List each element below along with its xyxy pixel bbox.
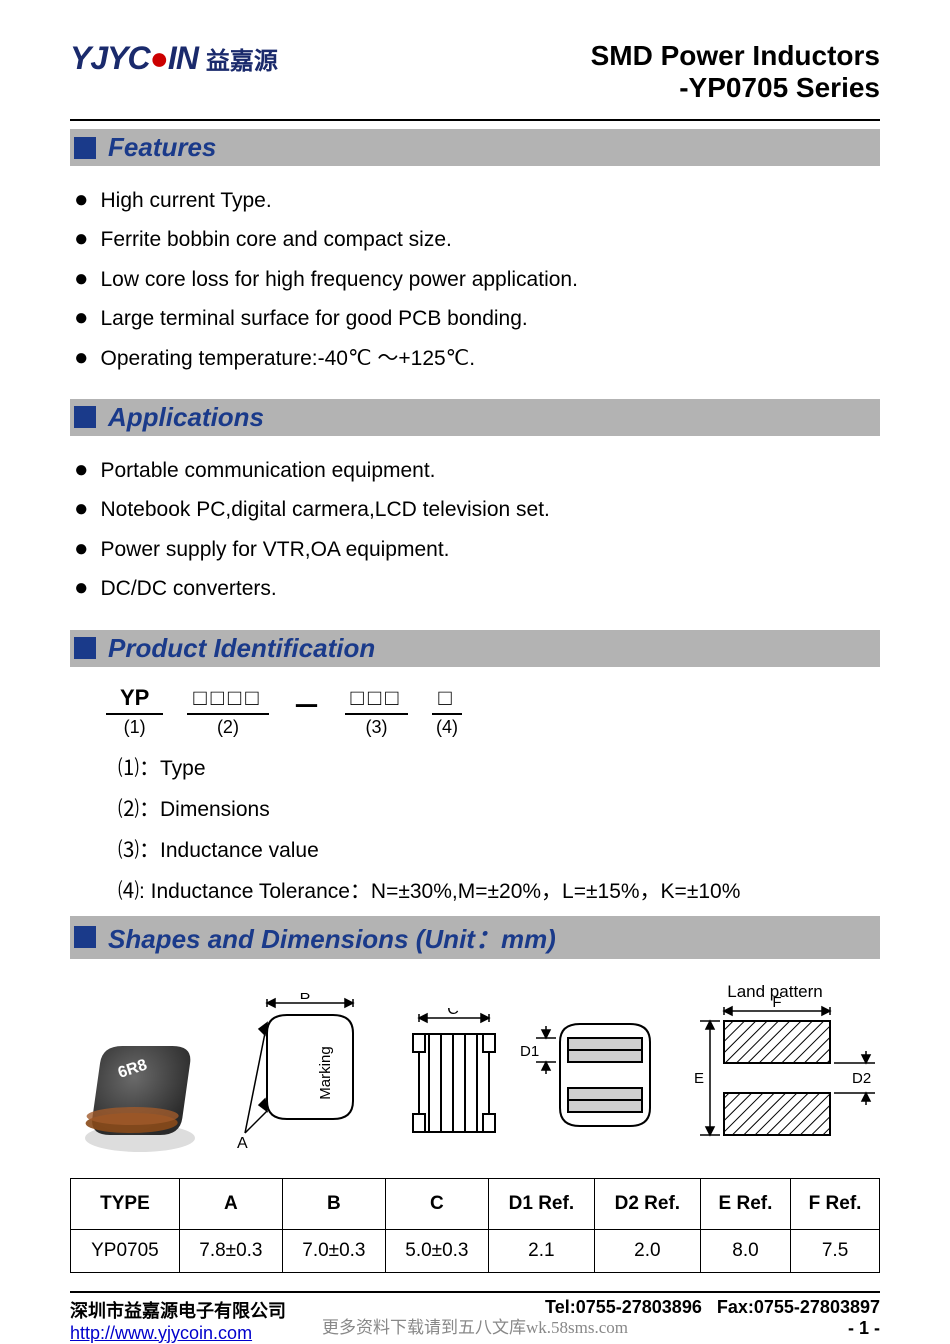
logo-text: YJYC●IN bbox=[70, 40, 198, 77]
bullet-icon: ● bbox=[74, 265, 89, 294]
pid-index: (3) bbox=[365, 717, 387, 738]
logo: YJYC●IN 益嘉源 bbox=[70, 40, 278, 77]
table-cell: 2.1 bbox=[488, 1229, 594, 1272]
pid-code: □□□□ bbox=[187, 685, 268, 715]
bullet-icon: ● bbox=[74, 304, 89, 333]
section-header-product-id: Product Identification bbox=[70, 630, 880, 667]
legend-item: ⑵：Dimensions bbox=[118, 793, 880, 823]
svg-text:D1: D1 bbox=[520, 1043, 539, 1060]
table-header: D1 Ref. bbox=[488, 1178, 594, 1229]
side-view-diagram: C bbox=[395, 1008, 510, 1158]
pid-index: (4) bbox=[436, 717, 458, 738]
product-id-legend: ⑴：Type ⑵：Dimensions ⑶：Inductance value ⑷… bbox=[118, 752, 880, 905]
section-title-features: Features bbox=[108, 132, 216, 163]
applications-list: ●Portable communication equipment. ●Note… bbox=[70, 436, 880, 622]
legend-item: ⑴：Type bbox=[118, 752, 880, 782]
table-header-row: TYPE A B C D1 Ref. D2 Ref. E Ref. F Ref. bbox=[71, 1178, 880, 1229]
legend-item: ⑶：Inductance value bbox=[118, 834, 880, 864]
bullet-icon: ● bbox=[74, 456, 89, 485]
svg-text:E: E bbox=[694, 1070, 704, 1087]
table-cell: 7.0±0.3 bbox=[282, 1229, 385, 1272]
list-item: ●Operating temperature:-40℃ ～+125℃. bbox=[74, 344, 880, 373]
table-header: D2 Ref. bbox=[594, 1178, 700, 1229]
features-list: ●High current Type. ●Ferrite bobbin core… bbox=[70, 166, 880, 391]
table-header: A bbox=[179, 1178, 282, 1229]
section-marker-icon bbox=[74, 926, 96, 948]
bullet-icon: ● bbox=[74, 535, 89, 564]
svg-text:C: C bbox=[447, 1008, 459, 1018]
logo-red-dot: ● bbox=[150, 40, 168, 76]
section-title-product-id: Product Identification bbox=[108, 633, 375, 664]
section-header-features: Features bbox=[70, 129, 880, 166]
section-title-shapes: Shapes and Dimensions (Unit：mm) bbox=[108, 919, 556, 956]
list-item: ●Low core loss for high frequency power … bbox=[74, 265, 880, 294]
section-header-shapes: Shapes and Dimensions (Unit：mm) bbox=[70, 916, 880, 959]
logo-cn: 益嘉源 bbox=[206, 41, 278, 76]
table-header: C bbox=[385, 1178, 488, 1229]
pid-group-1: YP (1) bbox=[106, 685, 163, 738]
pid-group-3: □□□ (3) bbox=[345, 685, 409, 738]
table-row: YP0705 7.8±0.3 7.0±0.3 5.0±0.3 2.1 2.0 8… bbox=[71, 1229, 880, 1272]
svg-text:B: B bbox=[300, 993, 311, 1003]
pid-code: □□□ bbox=[345, 685, 409, 715]
product-id-diagram: YP (1) □□□□ (2) － □□□ (3) □ (4) bbox=[106, 685, 880, 738]
list-item: ●Portable communication equipment. bbox=[74, 456, 880, 485]
table-cell: 5.0±0.3 bbox=[385, 1229, 488, 1272]
table-cell: YP0705 bbox=[71, 1229, 180, 1272]
section-marker-icon bbox=[74, 637, 96, 659]
list-item: ●DC/DC converters. bbox=[74, 574, 880, 603]
title-block: SMD Power Inductors -YP0705 Series bbox=[591, 40, 880, 104]
watermark: 更多资料下载请到五八文库wk.58sms.com bbox=[0, 1313, 950, 1338]
section-header-applications: Applications bbox=[70, 399, 880, 436]
section-marker-icon bbox=[74, 137, 96, 159]
table-header: B bbox=[282, 1178, 385, 1229]
section-marker-icon bbox=[74, 406, 96, 428]
list-item: ●High current Type. bbox=[74, 186, 880, 215]
table-header: E Ref. bbox=[700, 1178, 790, 1229]
svg-text:D2: D2 bbox=[852, 1070, 871, 1087]
pid-group-2: □□□□ (2) bbox=[187, 685, 268, 738]
title-line-2: -YP0705 Series bbox=[591, 72, 880, 104]
table-header: TYPE bbox=[71, 1178, 180, 1229]
diagrams-row: 6R8 B Marking A C bbox=[70, 983, 880, 1158]
bullet-icon: ● bbox=[74, 344, 89, 373]
pid-group-4: □ (4) bbox=[432, 685, 461, 738]
component-photo: 6R8 bbox=[70, 1028, 205, 1158]
pid-code: □ bbox=[432, 685, 461, 715]
list-item: ●Large terminal surface for good PCB bon… bbox=[74, 304, 880, 333]
bullet-icon: ● bbox=[74, 574, 89, 603]
legend-item: ⑷: Inductance Tolerance：N=±30%,M=±20%，L=… bbox=[118, 875, 880, 905]
table-cell: 8.0 bbox=[700, 1229, 790, 1272]
pid-index: (2) bbox=[217, 717, 239, 738]
svg-text:A: A bbox=[237, 1135, 248, 1152]
bottom-view-diagram: D1 bbox=[520, 1008, 670, 1158]
land-pattern-diagram: Land pattern F E bbox=[680, 983, 880, 1158]
list-item: ●Notebook PC,digital carmera,LCD televis… bbox=[74, 495, 880, 524]
header-rule bbox=[70, 119, 880, 121]
bullet-icon: ● bbox=[74, 225, 89, 254]
list-item: ●Power supply for VTR,OA equipment. bbox=[74, 535, 880, 564]
pid-code: YP bbox=[106, 685, 163, 715]
table-cell: 7.8±0.3 bbox=[179, 1229, 282, 1272]
title-line-1: SMD Power Inductors bbox=[591, 40, 880, 72]
dimensions-table: TYPE A B C D1 Ref. D2 Ref. E Ref. F Ref.… bbox=[70, 1178, 880, 1273]
list-item: ●Ferrite bobbin core and compact size. bbox=[74, 225, 880, 254]
bullet-icon: ● bbox=[74, 186, 89, 215]
page-header: YJYC●IN 益嘉源 SMD Power Inductors -YP0705 … bbox=[70, 40, 880, 104]
svg-text:Marking: Marking bbox=[317, 1046, 334, 1099]
pid-dash: － bbox=[293, 685, 321, 725]
pid-index: (1) bbox=[124, 717, 146, 738]
table-cell: 2.0 bbox=[594, 1229, 700, 1272]
svg-text:F: F bbox=[772, 994, 781, 1011]
table-header: F Ref. bbox=[791, 1178, 880, 1229]
section-title-applications: Applications bbox=[108, 402, 264, 433]
bullet-icon: ● bbox=[74, 495, 89, 524]
top-view-diagram: B Marking A bbox=[215, 993, 385, 1158]
table-cell: 7.5 bbox=[791, 1229, 880, 1272]
